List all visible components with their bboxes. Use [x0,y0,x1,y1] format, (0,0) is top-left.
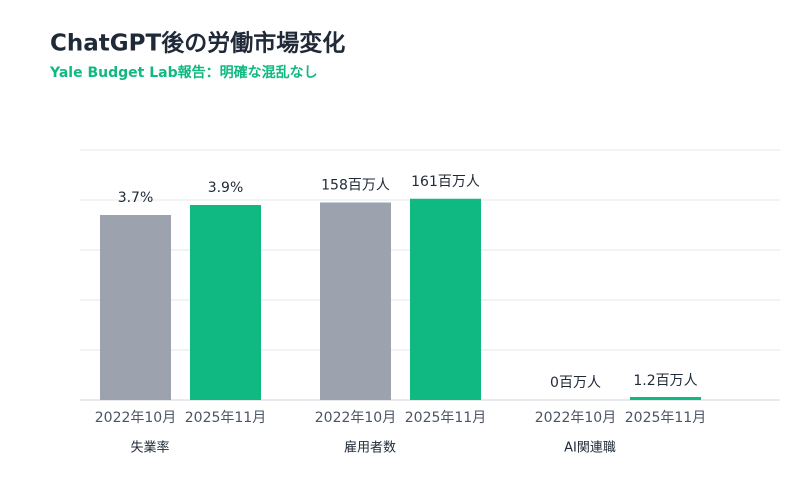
value-label: 3.9% [208,180,244,196]
x-tick-label: 2022年10月 [95,410,176,426]
value-label: 3.7% [118,190,154,206]
bar [100,215,171,400]
x-tick-label: 2022年10月 [315,410,396,426]
bar [320,202,391,400]
value-label: 161百万人 [411,174,480,190]
category-label: 失業率 [130,440,169,456]
x-tick-label: 2025年11月 [405,410,486,426]
value-label: 1.2百万人 [633,373,697,389]
bar [190,205,261,400]
bar [410,198,481,400]
chart-subtitle: Yale Budget Lab報告：明確な混乱なし [49,64,318,81]
value-label: 0百万人 [550,375,601,391]
chart-title: ChatGPT後の労働市場変化 [50,30,345,57]
x-tick-label: 2025年11月 [625,410,706,426]
category-label: 雇用者数 [344,440,396,456]
x-tick-label: 2022年10月 [535,410,616,426]
category-label: AI関連職 [564,441,616,456]
x-tick-label: 2025年11月 [185,410,266,426]
value-label: 158百万人 [321,178,390,194]
